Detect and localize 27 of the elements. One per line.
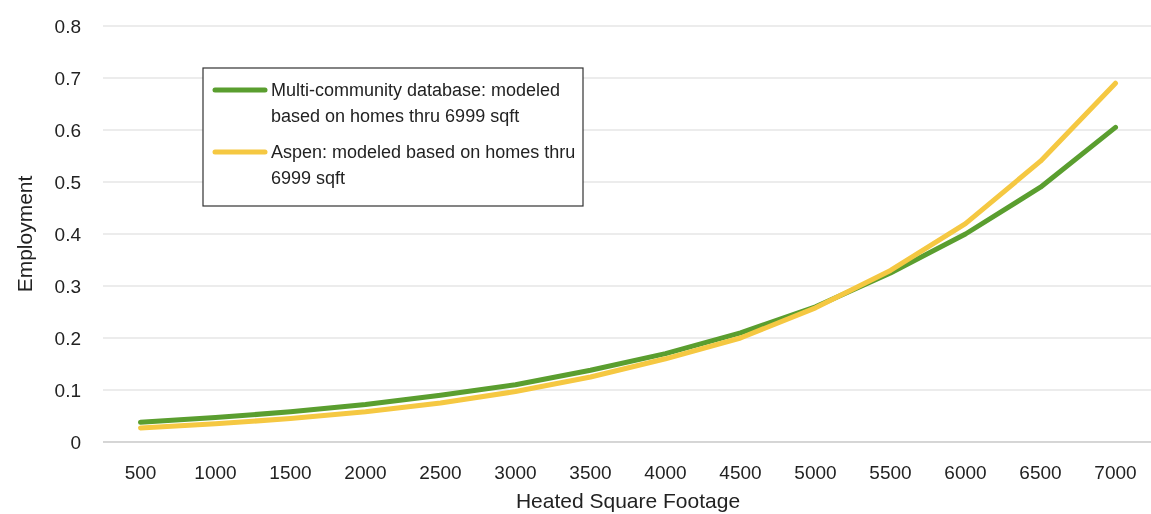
x-tick-label: 3000: [494, 461, 537, 483]
x-tick-label: 1500: [269, 461, 312, 483]
y-tick-label: 0: [70, 431, 81, 453]
y-tick-label: 0.6: [54, 119, 81, 141]
y-tick-label: 0.5: [54, 171, 81, 193]
x-tick-label: 4500: [719, 461, 762, 483]
y-tick-label: 0.7: [54, 67, 81, 89]
x-axis-title: Heated Square Footage: [515, 489, 741, 512]
y-axis-title: Employment: [13, 175, 36, 293]
legend-label: Aspen: modeled based on homes thru 6999 sqft: [271, 142, 576, 189]
x-tick-label: 1000: [194, 461, 237, 483]
x-tick-label: 2000: [344, 461, 387, 483]
x-tick-label: 2500: [419, 461, 462, 483]
x-tick-label: 7000: [1094, 461, 1137, 483]
x-tick-label: 5500: [869, 461, 912, 483]
legend-label: Multi-community database: modeled based on homes thru 6999 sqft: [271, 80, 561, 127]
y-tick-label: 0.8: [54, 15, 81, 37]
x-tick-label: 5000: [794, 461, 837, 483]
x-tick-label: 500: [124, 461, 157, 483]
x-tick-label: 4000: [644, 461, 687, 483]
x-tick-label: 6000: [944, 461, 987, 483]
y-tick-label: 0.3: [54, 275, 81, 297]
y-tick-label: 0.1: [54, 379, 81, 401]
y-tick-label: 0.2: [54, 327, 81, 349]
y-tick-label: 0.4: [54, 223, 82, 245]
x-tick-label: 6500: [1019, 461, 1062, 483]
x-tick-label: 3500: [569, 461, 612, 483]
